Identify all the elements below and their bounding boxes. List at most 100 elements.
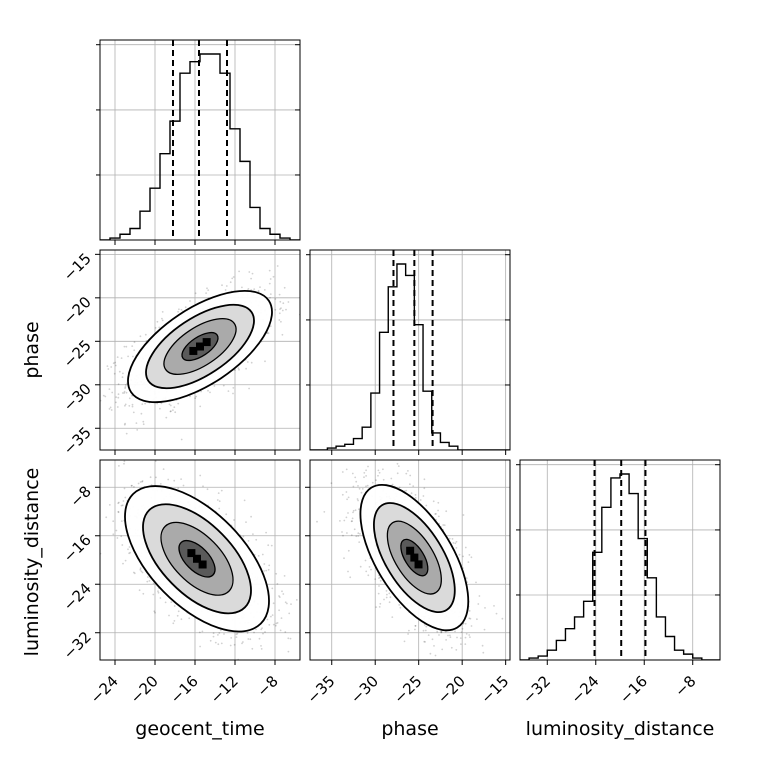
scatter-point: [222, 384, 225, 387]
scatter-point: [121, 504, 124, 507]
scatter-point: [455, 649, 458, 651]
scatter-point: [229, 281, 232, 284]
scatter-point: [261, 553, 264, 556]
scatter-point: [250, 361, 253, 364]
scatter-point: [450, 646, 453, 649]
scatter-point: [173, 620, 176, 622]
scatter-point: [357, 485, 359, 487]
scatter-point: [149, 476, 152, 479]
scatter-point: [194, 292, 197, 295]
scatter-point: [385, 590, 388, 592]
scatter-point: [141, 480, 144, 483]
scatter-point: [209, 391, 211, 394]
scatter-point: [455, 547, 458, 549]
x-tick-label: −20: [127, 672, 162, 707]
scatter-point: [403, 640, 406, 643]
scatter-point: [458, 553, 461, 556]
scatter-point: [423, 478, 426, 481]
scatter-point: [173, 605, 176, 607]
scatter-point: [452, 542, 455, 544]
scatter-point: [173, 479, 176, 482]
scatter-point: [115, 401, 117, 404]
scatter-point: [245, 521, 247, 523]
scatter-point: [347, 512, 349, 514]
scatter-point: [123, 487, 126, 490]
scatter-point: [451, 538, 454, 540]
scatter-point: [368, 566, 371, 568]
scatter-point: [435, 513, 437, 515]
scatter-point: [414, 497, 417, 499]
scatter-point: [361, 488, 364, 490]
scatter-point: [423, 640, 426, 643]
scatter-point: [443, 524, 446, 526]
scatter-point: [399, 606, 402, 609]
scatter-point: [390, 477, 393, 480]
scatter-point: [123, 423, 126, 426]
histogram-phase: [310, 263, 510, 450]
scatter-point: [462, 514, 465, 516]
scatter-point: [264, 631, 266, 633]
scatter-point: [282, 302, 285, 305]
scatter-point: [249, 638, 252, 641]
scatter-point: [264, 360, 266, 363]
scatter-point: [364, 559, 367, 562]
scatter-point: [241, 642, 243, 645]
scatter-point: [155, 476, 157, 479]
scatter-point: [227, 390, 230, 392]
scatter-point: [144, 402, 147, 405]
scatter-point: [173, 406, 176, 409]
scatter-point: [314, 281, 316, 283]
scatter-point: [462, 555, 464, 558]
scatter-point: [398, 604, 401, 606]
scatter-point: [137, 482, 140, 485]
scatter-point: [124, 384, 127, 386]
scatter-point: [287, 301, 290, 303]
scatter-point: [414, 628, 416, 631]
scatter-point: [114, 364, 117, 367]
scatter-point: [327, 570, 329, 572]
scatter-point: [169, 410, 172, 413]
scatter-point: [189, 300, 191, 302]
panel-geocent_time-phase: −35 −30 −25 −20 −15: [60, 249, 316, 466]
scatter-point: [143, 464, 145, 466]
scatter-point: [414, 625, 417, 627]
scatter-point: [267, 568, 270, 571]
scatter-point: [440, 630, 442, 633]
scatter-point: [142, 423, 145, 426]
scatter-point: [355, 480, 358, 483]
x-axis-label-phase: phase: [381, 718, 438, 740]
scatter-point: [468, 634, 471, 636]
scatter-point: [290, 603, 292, 605]
scatter-point: [128, 552, 131, 555]
scatter-point: [445, 639, 447, 641]
scatter-point: [154, 460, 157, 462]
scatter-point: [131, 345, 134, 347]
scatter-point: [116, 406, 119, 408]
y-axis-label-phase: phase: [21, 321, 43, 378]
scatter-point: [177, 310, 180, 313]
scatter-point: [139, 335, 142, 338]
scatter-point: [104, 395, 107, 398]
scatter-point: [433, 645, 435, 647]
scatter-point: [130, 484, 133, 487]
scatter-point: [437, 509, 439, 512]
scatter-point: [341, 531, 343, 533]
scatter-point: [188, 617, 191, 620]
scatter-point: [237, 367, 240, 369]
scatter-point: [397, 465, 400, 467]
scatter-point: [251, 272, 254, 275]
scatter-point: [347, 549, 350, 552]
scatter-point: [353, 528, 356, 531]
scatter-point: [259, 286, 261, 288]
scatter-point: [410, 492, 413, 495]
scatter-point: [176, 614, 179, 617]
scatter-point: [343, 519, 346, 522]
scatter-point: [365, 570, 368, 573]
panel-luminosity_distance-luminosity_distance: −32 −24 −16 −8: [516, 459, 721, 707]
histogram-luminosity_distance: [520, 473, 720, 660]
scatter-point: [414, 625, 417, 627]
scatter-point: [382, 468, 384, 471]
scatter-point: [253, 288, 256, 290]
scatter-point: [378, 577, 380, 579]
scatter-point: [382, 478, 385, 481]
